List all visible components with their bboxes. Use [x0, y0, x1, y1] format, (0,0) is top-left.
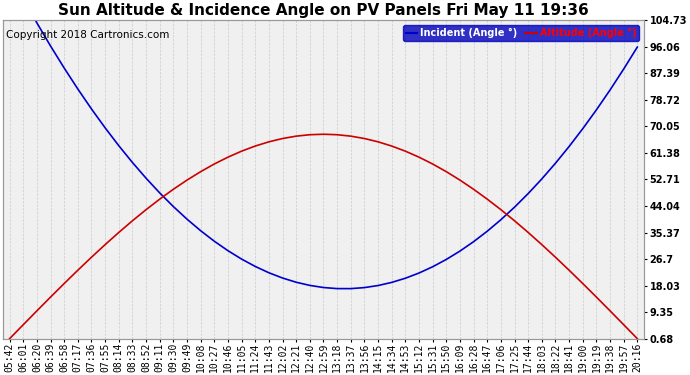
- Legend: Incident (Angle °), Altitude (Angle °): Incident (Angle °), Altitude (Angle °): [403, 25, 640, 41]
- Title: Sun Altitude & Incidence Angle on PV Panels Fri May 11 19:36: Sun Altitude & Incidence Angle on PV Pan…: [58, 3, 589, 18]
- Text: Copyright 2018 Cartronics.com: Copyright 2018 Cartronics.com: [6, 30, 169, 40]
